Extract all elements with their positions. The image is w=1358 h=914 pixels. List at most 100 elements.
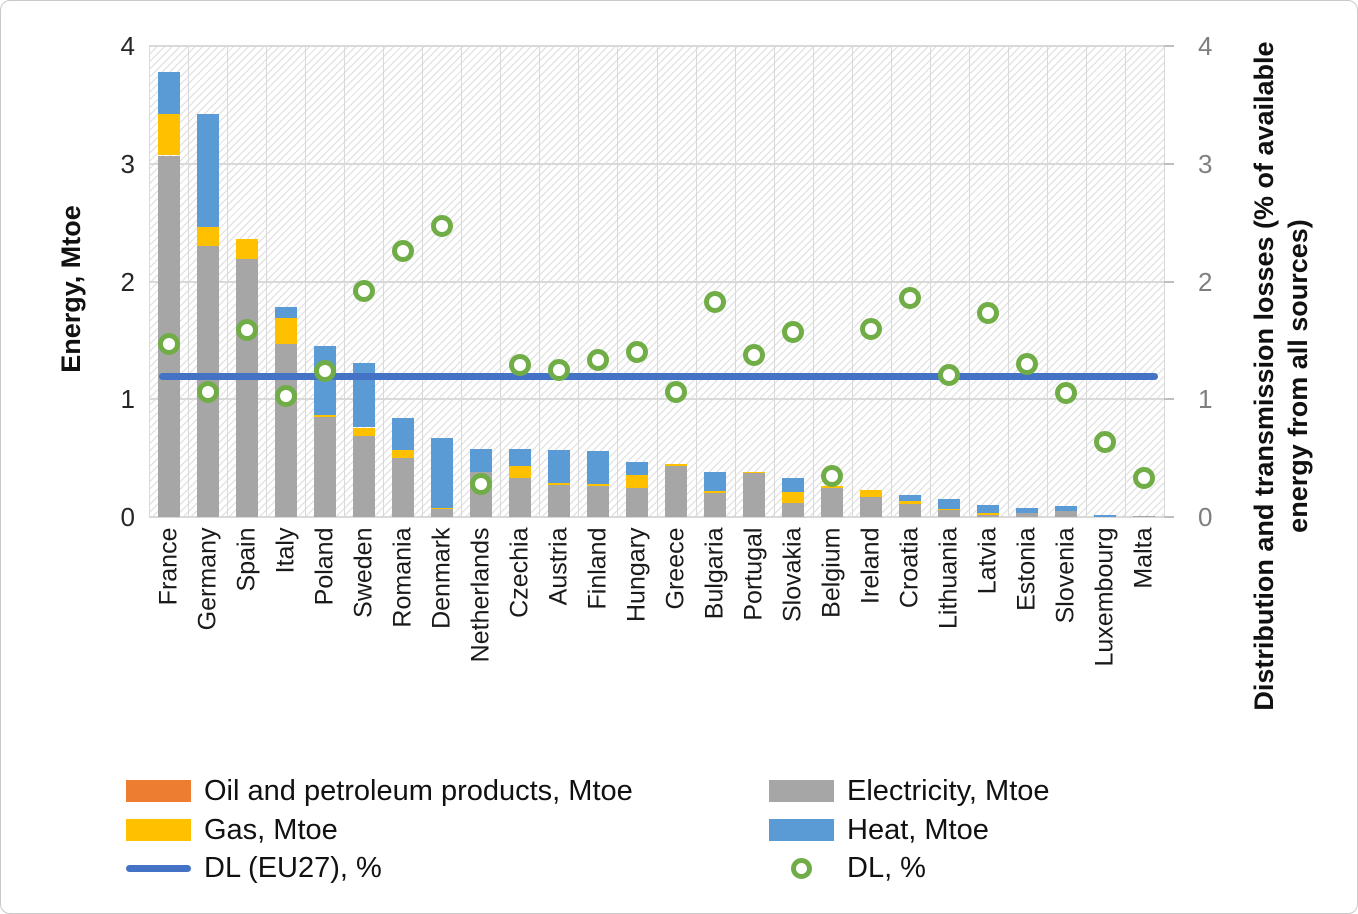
- bar-segment-electricity: [352, 435, 375, 517]
- left-tick-label: 1: [120, 384, 135, 415]
- category-label-czechia: Czechia: [505, 527, 534, 618]
- bar-segment-gas: [313, 414, 336, 417]
- bar-segment-electricity: [430, 508, 453, 517]
- bar-segment-electricity: [274, 343, 297, 517]
- horizontal-gridline: [149, 280, 1164, 283]
- category-label-germany: Germany: [193, 527, 222, 630]
- bar-segment-heat: [1094, 514, 1117, 517]
- category-label-romania: Romania: [388, 527, 417, 628]
- legend-item-2-left-line-swatch: [126, 864, 191, 872]
- dl-marker-sweden: [352, 279, 375, 302]
- legend-item-1-right: Heat, Mtoe: [769, 814, 989, 846]
- bar-segment-heat: [547, 449, 570, 483]
- bar-segment-heat: [1016, 507, 1039, 514]
- dl-marker-france: [157, 332, 180, 355]
- category-label-luxembourg: Luxembourg: [1090, 527, 1119, 666]
- dl-marker-spain: [235, 318, 258, 341]
- bar-segment-gas: [391, 449, 414, 459]
- right-tick-label: 4: [1198, 31, 1213, 61]
- dl-eu27-line: [159, 373, 1158, 381]
- category-label-netherlands: Netherlands: [466, 527, 495, 662]
- legend-item-1-left: Gas, Mtoe: [126, 814, 338, 846]
- right-axis-tick: [1164, 398, 1174, 401]
- legend-item-0-right-label: Electricity, Mtoe: [847, 774, 1050, 807]
- right-axis-tick: [1164, 516, 1174, 518]
- dl-marker-luxembourg: [1094, 430, 1117, 453]
- bar-segment-electricity: [586, 486, 609, 517]
- category-label-latvia: Latvia: [973, 527, 1002, 594]
- category-label-greece: Greece: [661, 527, 690, 609]
- dl-marker-denmark: [430, 215, 453, 238]
- legend-item-0-left: Oil and petroleum products, Mtoe: [126, 774, 633, 807]
- bar-segment-gas: [665, 464, 688, 467]
- right-axis-title-line2: energy from all sources): [1283, 219, 1313, 533]
- dl-marker-greece: [665, 381, 688, 404]
- bar-segment-heat: [977, 505, 1000, 514]
- dl-marker-hungary: [625, 341, 648, 364]
- category-label-portugal: Portugal: [739, 527, 768, 621]
- right-tick-label: 0: [1198, 502, 1213, 532]
- legend-item-2-left: DL (EU27), %: [126, 851, 382, 884]
- bar-segment-gas: [352, 427, 375, 436]
- legend-item-0-left-swatch: [126, 780, 191, 802]
- right-tick-label: 1: [1198, 384, 1213, 415]
- legend-item-2-right-label: DL, %: [847, 851, 926, 884]
- dl-marker-belgium: [821, 464, 844, 487]
- bar-segment-gas: [938, 508, 961, 510]
- category-label-slovakia: Slovakia: [778, 527, 807, 622]
- dl-marker-poland: [313, 359, 336, 382]
- bar-segment-gas: [508, 466, 531, 479]
- category-label-croatia: Croatia: [895, 527, 924, 608]
- legend-item-0-right-swatch: [769, 780, 834, 802]
- dl-marker-germany: [196, 381, 219, 404]
- dl-marker-italy: [274, 384, 297, 407]
- bar-segment-gas: [743, 472, 766, 474]
- dl-marker-bulgaria: [704, 290, 727, 313]
- legend-item-0-left-label: Oil and petroleum products, Mtoe: [204, 774, 633, 807]
- bar-segment-heat: [1055, 506, 1078, 512]
- bar-segment-heat: [274, 307, 297, 318]
- bar-segment-gas: [821, 486, 844, 488]
- dl-marker-netherlands: [469, 473, 492, 496]
- bar-segment-electricity: [1133, 515, 1156, 517]
- category-label-italy: Italy: [271, 527, 300, 573]
- horizontal-gridline: [149, 398, 1164, 401]
- category-label-sweden: Sweden: [349, 527, 378, 618]
- plot-area: [149, 45, 1165, 518]
- bar-segment-gas: [704, 491, 727, 494]
- bar-segment-electricity: [938, 509, 961, 517]
- horizontal-gridline: [149, 45, 1164, 47]
- bar-segment-gas: [274, 318, 297, 344]
- bar-segment-heat: [704, 472, 727, 492]
- bar-segment-gas: [430, 507, 453, 509]
- right-axis-tick: [1164, 162, 1174, 165]
- bar-segment-gas: [586, 484, 609, 487]
- bar-segment-heat: [782, 478, 805, 493]
- bar-segment-electricity: [743, 473, 766, 517]
- bar-segment-electricity: [821, 487, 844, 517]
- category-label-france: France: [154, 527, 183, 605]
- legend-item-1-right-swatch: [769, 819, 834, 841]
- bar-segment-gas: [196, 227, 219, 247]
- category-label-belgium: Belgium: [817, 527, 846, 618]
- bar-segment-gas: [235, 239, 258, 260]
- bar-segment-gas: [547, 482, 570, 486]
- bar-segment-electricity: [782, 502, 805, 517]
- bar-segment-electricity: [391, 458, 414, 517]
- category-label-estonia: Estonia: [1012, 527, 1041, 611]
- bar-segment-gas: [157, 114, 180, 156]
- left-tick-label: 2: [120, 266, 135, 297]
- dl-marker-slovenia: [1055, 382, 1078, 405]
- dl-marker-croatia: [899, 286, 922, 309]
- legend-item-1-left-swatch: [126, 819, 191, 841]
- right-tick-label: 3: [1198, 148, 1213, 179]
- bar-segment-electricity: [625, 487, 648, 517]
- bar-segment-electricity: [704, 493, 727, 517]
- category-label-denmark: Denmark: [427, 527, 456, 629]
- legend-item-2-left-label: DL (EU27), %: [204, 851, 382, 884]
- legend-item-2-right: DL, %: [769, 851, 926, 884]
- right-axis-title: Distribution and transmission losses (% …: [1247, 31, 1315, 721]
- category-label-hungary: Hungary: [622, 527, 651, 622]
- category-label-lithuania: Lithuania: [934, 527, 963, 629]
